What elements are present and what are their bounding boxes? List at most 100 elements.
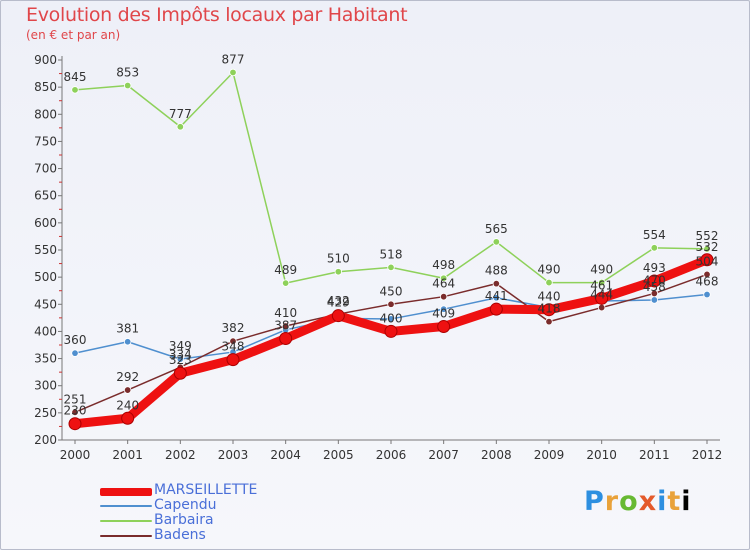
data-label-barbaira: 845 [64, 70, 87, 84]
y-tick-label: 500 [34, 270, 57, 284]
data-point-badens [650, 289, 659, 298]
data-label-marseillette: 230 [64, 404, 87, 418]
data-point-badens [597, 303, 606, 312]
data-point-capendu [492, 294, 501, 302]
legend-label-barbaira: Barbaira [154, 512, 214, 528]
x-tick-label: 2003 [218, 448, 249, 462]
x-tick-label: 2012 [692, 448, 723, 462]
logo-letter: t [667, 486, 682, 517]
data-point-barbaira [123, 81, 132, 90]
x-tick-label: 2011 [639, 448, 670, 462]
data-point-marseillette [68, 417, 82, 431]
data-point-barbaira [176, 123, 185, 131]
proxiti-logo: Proxiti [584, 486, 692, 517]
logo-letter: r [604, 486, 620, 517]
data-point-barbaira [597, 278, 606, 287]
data-label-badens: 410 [274, 306, 297, 320]
data-point-capendu [703, 290, 711, 299]
chart-title: Evolution des Impôts locaux par Habitant [26, 4, 408, 26]
data-label-badens: 292 [116, 370, 139, 384]
data-point-barbaira [71, 86, 79, 94]
data-point-badens [281, 322, 290, 330]
data-label-capendu: 349 [169, 339, 192, 353]
data-point-barbaira [703, 245, 711, 253]
data-point-barbaira [281, 279, 290, 287]
data-point-marseillette [121, 411, 135, 425]
x-tick-label: 2000 [60, 448, 91, 462]
data-label-barbaira: 777 [169, 107, 192, 121]
data-point-capendu [176, 355, 185, 363]
data-label-barbaira: 877 [222, 52, 245, 66]
y-tick-label: 800 [34, 107, 57, 121]
data-point-marseillette [595, 291, 609, 305]
data-point-barbaira [439, 274, 448, 282]
logo-letter: o [619, 486, 639, 517]
data-point-marseillette [437, 320, 451, 334]
x-tick-label: 2006 [376, 448, 407, 462]
data-point-barbaira [387, 263, 395, 272]
data-point-barbaira [545, 278, 553, 287]
y-tick-label: 250 [34, 406, 57, 420]
data-label-barbaira: 490 [538, 263, 561, 277]
data-point-marseillette [489, 302, 503, 316]
data-point-marseillette [173, 366, 187, 380]
chart-subtitle: (en € et par an) [26, 28, 121, 42]
data-label-marseillette: 400 [380, 311, 403, 325]
data-label-badens: 504 [696, 254, 719, 268]
data-point-badens [71, 408, 79, 417]
data-label-badens: 488 [485, 264, 508, 278]
legend-label-capendu: Capendu [154, 497, 217, 513]
x-tick-label: 2005 [323, 448, 354, 462]
y-tick-label: 350 [34, 352, 57, 366]
y-tick-label: 300 [34, 379, 57, 393]
data-point-badens [703, 270, 711, 279]
data-point-badens [387, 300, 395, 308]
data-point-barbaira [334, 268, 343, 276]
data-label-marseillette: 323 [169, 353, 192, 367]
data-label-badens: 450 [380, 284, 403, 298]
legend-label-badens: Badens [154, 527, 206, 543]
data-label-marseillette: 493 [643, 261, 666, 275]
data-label-marseillette: 348 [222, 340, 245, 354]
data-label-badens: 464 [432, 277, 455, 291]
data-label-badens: 418 [538, 302, 561, 316]
data-label-capendu: 458 [643, 280, 666, 294]
logo-letter: x [638, 486, 658, 517]
data-label-badens: 251 [64, 392, 87, 406]
y-tick-label: 400 [34, 324, 57, 338]
data-label-capendu: 360 [64, 333, 87, 347]
x-tick-label: 2007 [428, 448, 459, 462]
legend-swatch-capendu [100, 505, 152, 507]
data-point-marseillette [331, 309, 345, 323]
data-label-barbaira: 518 [380, 247, 403, 261]
data-point-capendu [71, 349, 79, 357]
data-label-barbaira: 489 [274, 263, 297, 277]
data-point-capendu [439, 305, 448, 313]
data-label-marseillette: 461 [590, 278, 613, 292]
data-label-marseillette: 441 [485, 289, 508, 303]
legend-swatch-barbaira [100, 520, 152, 522]
y-tick-label: 650 [34, 189, 57, 203]
data-point-marseillette [279, 331, 293, 345]
data-point-barbaira [492, 238, 501, 246]
logo-letter: i [657, 486, 668, 517]
legend-swatch-badens [100, 535, 152, 537]
logo-letter: i [681, 486, 692, 517]
data-label-marseillette: 409 [432, 307, 455, 321]
y-tick-label: 450 [34, 297, 57, 311]
x-tick-label: 2008 [481, 448, 512, 462]
data-label-barbaira: 853 [116, 66, 139, 80]
data-point-badens [229, 337, 237, 345]
legend-swatch-marseillette [100, 488, 152, 496]
y-tick-label: 900 [34, 53, 57, 67]
data-point-marseillette [384, 324, 398, 338]
data-point-badens [545, 317, 553, 326]
x-tick-label: 2001 [112, 448, 143, 462]
data-label-badens: 382 [222, 321, 245, 335]
x-tick-label: 2010 [586, 448, 617, 462]
data-point-badens [439, 292, 448, 301]
y-tick-label: 700 [34, 162, 57, 176]
legend-label-marseillette: MARSEILLETTE [154, 482, 258, 498]
data-label-barbaira: 552 [696, 229, 719, 243]
